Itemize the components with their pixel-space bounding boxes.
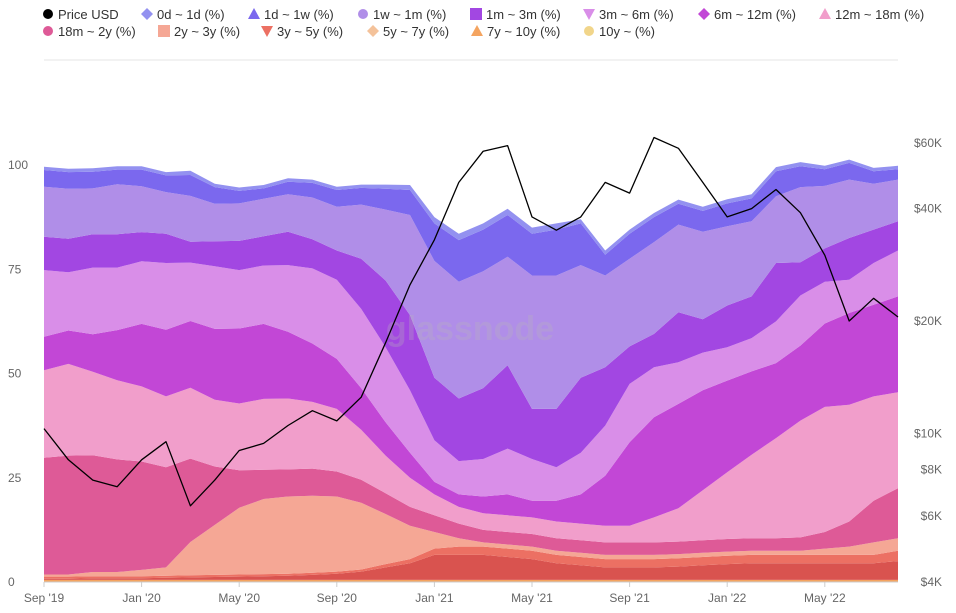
triangle-down-marker-icon <box>583 9 595 20</box>
x-tick-label: Jan '20 <box>122 591 161 605</box>
legend-item-12m-18m[interactable]: 12m ~ 18m (%) <box>819 6 924 22</box>
area-2y-3y <box>44 495 898 577</box>
square-marker-icon <box>158 25 170 37</box>
area-1m-3m <box>44 221 898 468</box>
legend-item-1d-1w[interactable]: 1d ~ 1w (%) <box>248 6 334 22</box>
square-marker-icon <box>470 8 482 20</box>
x-tick-label: Sep '20 <box>317 591 358 605</box>
left-y-axis: 0 25 50 75 100 <box>8 158 28 589</box>
legend-item-1m-3m[interactable]: 1m ~ 3m (%) <box>470 6 561 22</box>
x-tick-label: Sep '19 <box>24 591 65 605</box>
circle-marker-icon <box>358 9 368 19</box>
area-12m-18m <box>44 363 898 543</box>
price-line-group <box>43 136 899 507</box>
legend-label: 0d ~ 1d (%) <box>157 6 225 22</box>
legend-item-18m-2y[interactable]: 18m ~ 2y (%) <box>42 23 136 39</box>
circle-marker-icon <box>43 26 53 36</box>
legend-label: 3m ~ 6m (%) <box>599 6 674 22</box>
triangle-up-marker-icon <box>819 8 831 19</box>
x-tick-label: May '22 <box>804 591 846 605</box>
legend-label: 1w ~ 1m (%) <box>373 6 447 22</box>
y-left-tick-label: 50 <box>8 367 22 381</box>
legend-label: Price USD <box>58 6 119 22</box>
diamond-marker-icon <box>698 8 710 20</box>
legend-label: 1d ~ 1w (%) <box>264 6 334 22</box>
y-left-tick-label: 0 <box>8 575 15 589</box>
diamond-marker-icon <box>141 8 153 20</box>
area-3m-6m <box>44 250 898 501</box>
circle-marker-icon <box>43 9 53 19</box>
legend-item-1w-1m[interactable]: 1w ~ 1m (%) <box>357 6 446 22</box>
area-5y-7y <box>44 554 898 580</box>
x-tick-label: Sep '21 <box>609 591 650 605</box>
legend-label: 10y ~ (%) <box>599 23 655 39</box>
triangle-up-marker-icon <box>471 25 483 36</box>
legend-label: 18m ~ 2y (%) <box>58 23 136 39</box>
legend-item-5y-7y[interactable]: 5y ~ 7y (%) <box>367 23 449 39</box>
legend-label: 1m ~ 3m (%) <box>486 6 561 22</box>
x-tick-label: May '21 <box>511 591 553 605</box>
y-right-tick-label: $4K <box>921 575 942 589</box>
area-18m-2y <box>44 455 898 575</box>
legend-item-10y[interactable]: 10y ~ (%) <box>583 23 655 39</box>
x-tick-label: May '20 <box>218 591 260 605</box>
right-y-axis: $4K $6K $8K $10K $20K $40K $60K <box>914 136 942 589</box>
price-usd-line <box>43 136 899 507</box>
area-7y-10y <box>44 579 898 582</box>
y-right-tick-label: $10K <box>914 426 942 440</box>
area-3y-5y <box>44 546 898 579</box>
area-1d-1w <box>44 162 898 282</box>
legend-label: 12m ~ 18m (%) <box>835 6 925 22</box>
y-right-tick-label: $6K <box>921 509 942 523</box>
y-right-tick-label: $40K <box>914 202 942 216</box>
y-right-tick-label: $8K <box>921 463 942 477</box>
watermark-text: glassnode <box>386 310 554 348</box>
diamond-marker-icon <box>367 25 379 37</box>
y-left-tick-label: 75 <box>8 262 22 276</box>
y-left-tick-label: 25 <box>8 471 22 485</box>
legend-label: 3y ~ 5y (%) <box>277 23 344 39</box>
legend-item-0d-1d[interactable]: 0d ~ 1d (%) <box>141 6 225 22</box>
y-right-tick-label: $20K <box>914 314 942 328</box>
x-tick-label: Jan '22 <box>708 591 747 605</box>
triangle-up-marker-icon <box>248 8 260 19</box>
legend-item-price-usd[interactable]: Price USD <box>42 6 119 22</box>
y-right-tick-label: $60K <box>914 136 942 150</box>
legend-label: 6m ~ 12m (%) <box>714 6 796 22</box>
x-tick-label: Jan '21 <box>415 591 454 605</box>
legend-item-2y-3y[interactable]: 2y ~ 3y (%) <box>158 23 240 39</box>
legend-item-7y-10y[interactable]: 7y ~ 10y (%) <box>471 23 560 39</box>
chart-legend: Price USD 0d ~ 1d (%) 1d ~ 1w (%) 1w ~ 1… <box>0 0 956 44</box>
area-series-group <box>44 159 898 582</box>
area-6m-12m <box>44 296 898 526</box>
y-left-tick-label: 100 <box>8 158 28 172</box>
legend-label: 2y ~ 3y (%) <box>174 23 241 39</box>
legend-item-6m-12m[interactable]: 6m ~ 12m (%) <box>698 6 796 22</box>
triangle-down-marker-icon <box>261 26 273 37</box>
x-axis-ticks: Sep '19 Jan '20 May '20 Sep '20 Jan '21 May '… <box>24 582 846 605</box>
legend-label: 5y ~ 7y (%) <box>383 23 450 39</box>
legend-label: 7y ~ 10y (%) <box>487 23 561 39</box>
legend-item-3m-6m[interactable]: 3m ~ 6m (%) <box>583 6 674 22</box>
circle-marker-icon <box>584 26 594 36</box>
area-0d-1d <box>44 159 898 255</box>
legend-item-3y-5y[interactable]: 3y ~ 5y (%) <box>261 23 343 39</box>
area-1w-1m <box>44 179 898 409</box>
